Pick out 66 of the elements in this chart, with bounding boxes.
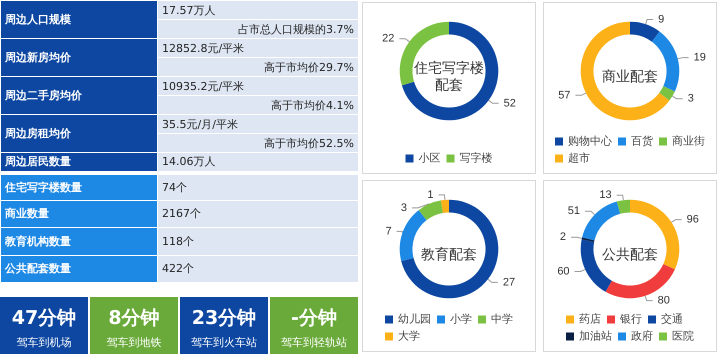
legend-label: 百货 [631, 136, 653, 148]
text: 高于市均价29.7% [158, 58, 358, 76]
legend-label: 加油站 [579, 330, 612, 342]
data-label: 57 [558, 89, 570, 102]
text: 422个 [158, 255, 358, 282]
legend-label: 商业街 [672, 134, 705, 148]
text: 商业数量 [0, 200, 158, 228]
data-label: 80 [658, 294, 670, 307]
data-label: 3 [688, 92, 694, 105]
text: 周边人口规模 [0, 0, 158, 38]
text: 驾车到火车站 [190, 335, 258, 350]
legend-label: 小区 [418, 152, 440, 164]
text: 占市总人口规模的3.7% [158, 20, 358, 38]
data-label: 7 [385, 225, 392, 238]
text: 74个 [158, 172, 358, 200]
text: 17.57万人 [158, 0, 358, 20]
text: 118个 [158, 228, 358, 255]
legend-label: 购物中心 [568, 134, 612, 148]
text: 驾车到轻轨站 [280, 335, 348, 350]
legend-label: 中学 [491, 312, 513, 326]
data-label: 52 [504, 97, 516, 110]
text: 周边二手房均价 [0, 76, 158, 114]
data-label: 27 [502, 276, 516, 288]
legend-label: 政府 [631, 330, 653, 342]
legend-label: 银行 [619, 314, 642, 326]
text: 高于市均价52.5% [158, 134, 358, 152]
text: 驾车到机场 [16, 335, 72, 350]
text: -分钟 [290, 306, 338, 331]
text: 14.06万人 [158, 152, 358, 172]
text: 35.5元/月/平米 [158, 114, 358, 134]
text: 23分钟 [190, 306, 258, 331]
legend-label: 超市 [568, 152, 590, 164]
legend-label: 幼儿园 [398, 312, 431, 326]
text: 驾车到地铁 [106, 335, 162, 350]
text: 10935.2元/平米 [158, 76, 358, 96]
legend-label: 大学 [398, 330, 420, 342]
text: 教育配套 [421, 246, 477, 262]
data-label: 60 [557, 265, 570, 278]
data-label: 96 [686, 214, 699, 226]
legend-label: 药店 [579, 312, 601, 326]
data-label: 22 [382, 32, 394, 45]
legend-label: 医院 [672, 330, 694, 342]
legend-label: 交通 [661, 312, 683, 326]
legend-label: 写字楼 [460, 152, 492, 164]
text: 住宅写字楼数量 [0, 172, 158, 200]
text: 周边房租均价 [0, 114, 158, 152]
text: 公共配套数量 [0, 255, 158, 282]
data-label: 51 [568, 205, 580, 218]
data-label: 19 [694, 52, 706, 64]
data-label: 13 [599, 189, 612, 202]
data-label: 2 [560, 231, 566, 244]
text: 周边新房均价 [0, 38, 158, 76]
text: 教育机构数量 [0, 228, 158, 255]
text: 公共配套 [602, 246, 658, 262]
text: 12852.8元/平米 [158, 38, 358, 58]
text: 周边居民数量 [0, 152, 158, 172]
text: 8分钟 [107, 306, 161, 331]
text: 高于市均价4.1% [158, 96, 358, 114]
data-label: 1 [427, 188, 434, 201]
text: 住宅写字楼配套 [413, 60, 484, 92]
text: 47分钟 [10, 306, 78, 331]
text: 商业配套 [602, 68, 658, 84]
legend-label: 小学 [450, 312, 472, 326]
data-label: 9 [658, 13, 664, 26]
data-label: 3 [400, 202, 407, 214]
text: 2167个 [158, 200, 358, 228]
